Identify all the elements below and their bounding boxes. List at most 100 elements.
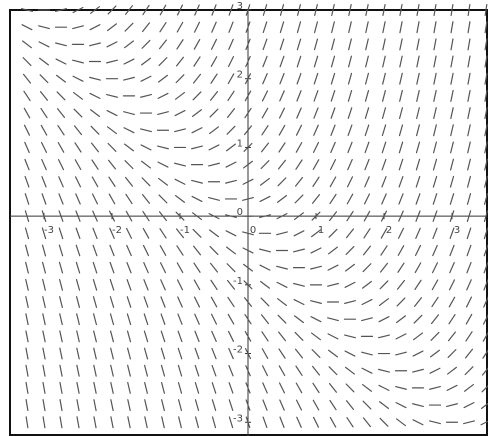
slope-segment [24,175,30,188]
slope-segment [277,177,287,187]
slope-segment [312,399,320,411]
slope-segment [92,227,98,240]
slope-segment [110,416,114,429]
slope-segment [433,72,437,85]
slope-segment [243,142,253,152]
slope-segment [381,141,387,154]
slope-segment [294,176,304,187]
slope-segment [348,38,352,51]
slope-segment [56,74,66,83]
slope-segment [484,3,488,17]
slope-segment [365,4,369,16]
slope-segment [176,39,184,50]
slope-segment [331,4,335,16]
slope-segment [483,244,488,257]
slope-segment [59,399,63,412]
slope-segment [481,402,488,410]
slope-segment [226,279,236,290]
slope-segment [192,109,202,117]
slope-segment [484,89,488,102]
slope-segment [39,74,49,84]
slope-segment [260,314,270,325]
slope-segment [245,416,251,429]
slope-segment [225,230,237,237]
slope-segment [398,193,404,205]
slope-segment [347,107,353,119]
slope-segment [124,160,134,170]
slope-segment [378,334,390,339]
slope-segment [192,212,202,221]
slope-segment [226,108,236,118]
slope-segment [141,160,151,169]
slope-segment [143,347,149,360]
slope-segment [449,175,455,188]
slope-segment [260,297,270,307]
slope-segment [465,296,473,308]
slope-segment [59,296,63,308]
y-tick-label: 2 [237,70,243,81]
slope-segment [144,416,148,429]
slope-segment [194,4,200,16]
slope-segment [262,21,268,34]
slope-segment [177,364,183,377]
slope-segment [278,142,286,153]
slope-segment [310,265,322,270]
slope-segment [124,5,134,15]
slope-segment [481,367,488,376]
slope-segment [327,317,339,322]
slope-segment [345,245,355,255]
slope-segment [41,193,47,205]
slope-segment [160,279,166,291]
slope-segment [398,107,404,119]
slope-segment [433,55,437,68]
slope-segment [176,245,184,256]
slope-segment [382,21,386,34]
slope-segment [58,227,64,240]
slope-segment [89,24,101,31]
slope-segment [75,278,81,291]
slope-segment [24,158,30,171]
slope-segment [76,416,80,429]
slope-segment [364,141,370,154]
slope-segment [141,194,151,204]
slope-segment [158,177,168,186]
slope-segment [466,193,472,205]
slope-segment [24,210,30,222]
slope-segment [260,142,270,153]
slope-segment [484,158,488,171]
slope-segment [296,416,302,428]
slope-segment [41,158,47,171]
slope-segment [225,214,237,219]
slope-segment [398,175,404,188]
slope-segment [176,262,184,274]
slope-segment [22,40,32,49]
slope-segment [446,403,458,408]
slope-segment [25,399,29,412]
slope-segment [382,72,386,85]
slope-segment [244,314,252,325]
slope-segment [59,364,63,377]
slope-segment [126,261,132,274]
slope-segment [158,211,168,222]
slope-segment [348,4,352,16]
slope-segment [160,296,166,308]
slope-segment [74,176,82,188]
slope-segment [447,331,457,342]
slope-segment [347,55,353,68]
slope-segment [193,21,201,33]
slope-segment [38,41,50,48]
slope-segment [260,177,270,186]
slope-segment [448,296,456,308]
slope-segment [293,248,305,253]
slope-segment [331,21,335,34]
slope-segment [345,400,355,410]
slope-segment [142,210,150,222]
slope-segment [293,298,305,306]
slope-segment [242,197,254,201]
slope-segment [484,124,488,137]
slope-segment [194,330,200,343]
slope-segment [226,246,236,255]
slope-segment [208,213,220,220]
slope-segment [42,347,46,360]
slope-segment [467,72,471,85]
